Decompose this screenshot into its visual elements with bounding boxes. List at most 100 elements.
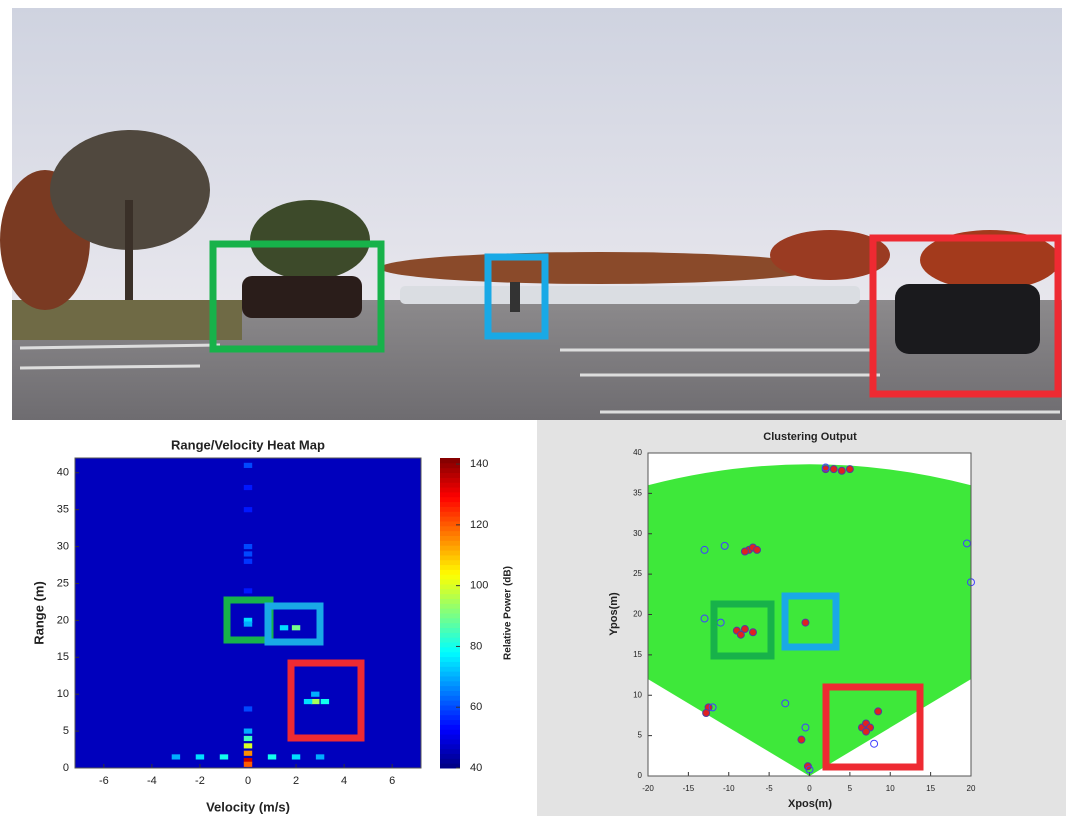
plot-background	[75, 458, 421, 768]
point	[830, 466, 837, 473]
chart-title: Range/Velocity Heat Map	[171, 437, 325, 452]
point	[822, 466, 829, 473]
colorbar-segment	[440, 584, 460, 589]
colorbar-segment	[440, 468, 460, 473]
colorbar-segment	[440, 482, 460, 487]
colorbar-tick-label: 140	[470, 458, 488, 470]
colorbar-segment	[440, 720, 460, 725]
colorbar-segment	[440, 729, 460, 734]
x-tick-label: 15	[926, 784, 935, 793]
heat-cell	[244, 621, 252, 626]
colorbar-segment	[440, 710, 460, 715]
colorbar-segment	[440, 632, 460, 637]
colorbar-segment	[440, 618, 460, 623]
figure: Range/Velocity Heat Map Velocity (m/s) R…	[0, 0, 1066, 816]
colorbar-segment	[440, 526, 460, 531]
point	[703, 710, 710, 717]
heat-cell	[244, 588, 252, 593]
colorbar-segment	[440, 569, 460, 574]
colorbar-segment	[440, 511, 460, 516]
y-axis-label: Range (m)	[31, 581, 46, 645]
heat-cell	[244, 551, 252, 556]
y-tick-label: 0	[638, 771, 643, 780]
y-tick-label: 10	[633, 690, 642, 699]
colorbar-segment	[440, 700, 460, 705]
heat-cell	[220, 754, 228, 759]
x-tick-label: -10	[723, 784, 735, 793]
heat-cell	[196, 754, 204, 759]
colorbar-segment	[440, 666, 460, 671]
point	[863, 728, 870, 735]
heat-cell	[321, 699, 329, 704]
colorbar-segment	[440, 473, 460, 478]
heat-cell	[244, 706, 252, 711]
y-tick-label: 15	[57, 651, 69, 663]
point	[802, 619, 809, 626]
colorbar-segment	[440, 540, 460, 545]
y-tick-label: 10	[57, 688, 69, 700]
colorbar-segment	[440, 477, 460, 482]
x-tick-label: -5	[766, 784, 774, 793]
point	[875, 708, 882, 715]
colorbar-segment	[440, 565, 460, 570]
point	[741, 548, 748, 555]
colorbar-segment	[440, 671, 460, 676]
colorbar-segment	[440, 637, 460, 642]
colorbar-segment	[440, 458, 460, 463]
colorbar-label: Relative Power (dB)	[503, 566, 514, 660]
y-tick-label: 25	[633, 569, 642, 578]
x-tick-label: -20	[642, 784, 654, 793]
y-tick-label: 15	[633, 650, 642, 659]
x-tick-label: -4	[147, 775, 157, 787]
colorbar-segment	[440, 545, 460, 550]
colorbar-segment	[440, 550, 460, 555]
y-tick-label: 25	[57, 577, 69, 589]
colorbar-segment	[440, 502, 460, 507]
photo	[0, 8, 1062, 420]
colorbar-segment	[440, 724, 460, 729]
colorbar-segment	[440, 589, 460, 594]
point	[749, 629, 756, 636]
heat-cell	[244, 485, 252, 490]
page: Range/Velocity Heat Map Velocity (m/s) R…	[0, 0, 1066, 821]
x-tick-label: 0	[807, 784, 812, 793]
heat-cell	[172, 754, 180, 759]
y-tick-label: 40	[57, 467, 69, 479]
heat-cell	[244, 751, 252, 756]
colorbar-segment	[440, 560, 460, 565]
heat-cell	[244, 544, 252, 549]
x-tick-label: 10	[886, 784, 895, 793]
colorbar-segment	[440, 497, 460, 502]
heat-cell	[244, 559, 252, 564]
x-tick-label: 4	[341, 775, 347, 787]
suv	[242, 276, 362, 318]
colorbar-segment	[440, 647, 460, 652]
colorbar-segment	[440, 598, 460, 603]
x-axis-label: Velocity (m/s)	[206, 799, 290, 814]
colorbar-segment	[440, 695, 460, 700]
colorbar-segment	[440, 613, 460, 618]
chart-title: Clustering Output	[763, 431, 857, 443]
colorbar-segment	[440, 715, 460, 720]
colorbar-segment	[440, 516, 460, 521]
heat-cell	[244, 507, 252, 512]
colorbar-segment	[440, 574, 460, 579]
heat-cell	[268, 754, 276, 759]
y-tick-label: 35	[57, 504, 69, 516]
colorbar-segment	[440, 579, 460, 584]
point	[846, 466, 853, 473]
y-tick-label: 0	[63, 762, 69, 774]
colorbar-segment	[440, 555, 460, 560]
colorbar-segment	[440, 608, 460, 613]
colorbar-segment	[440, 739, 460, 744]
y-tick-label: 20	[57, 614, 69, 626]
heat-cell	[280, 625, 288, 630]
colorbar-segment	[440, 603, 460, 608]
point	[798, 736, 805, 743]
colorbar-segment	[440, 506, 460, 511]
colorbar-segment	[440, 744, 460, 749]
heat-cell	[311, 692, 319, 697]
colorbar-segment	[440, 487, 460, 492]
point	[737, 631, 744, 638]
colorbar-segment	[440, 657, 460, 662]
